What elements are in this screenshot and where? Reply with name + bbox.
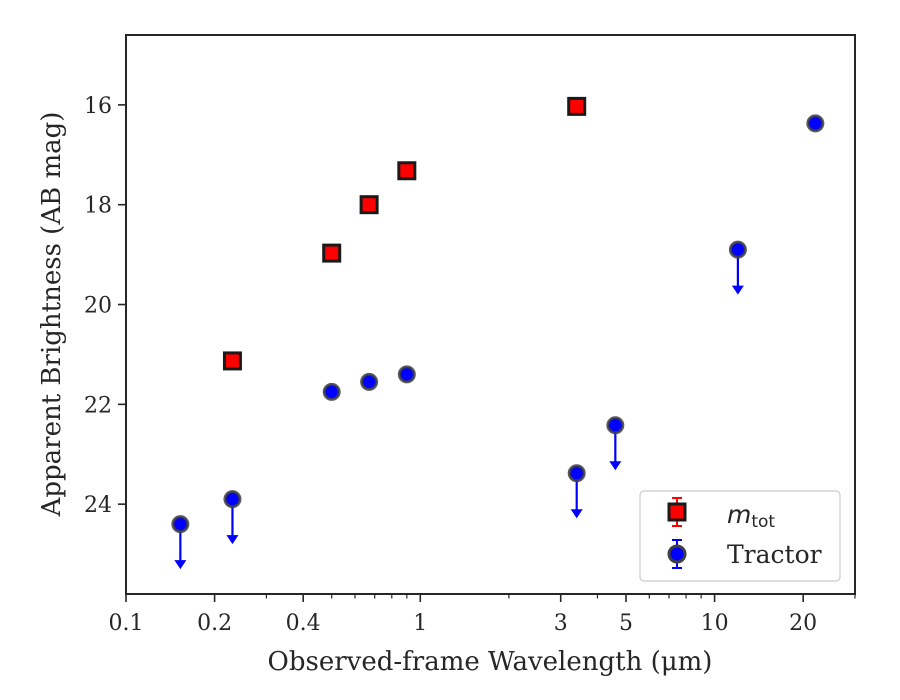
marks-layer: [171, 96, 825, 570]
x-tick-label-4: 3: [554, 611, 568, 636]
x-tick-label-6: 10: [701, 611, 729, 636]
legend: mtot Tractor: [639, 490, 841, 582]
legend-entry-mtot: mtot: [667, 497, 775, 532]
legend-box: [639, 490, 841, 582]
tractor-limit-arrow-6: [609, 461, 622, 471]
x-tick-label-0: 0.1: [109, 611, 144, 636]
x-tick-label-1: 0.2: [197, 611, 232, 636]
legend-entry-tractor: Tractor: [667, 539, 822, 569]
x-tick-label-5: 5: [619, 611, 633, 636]
m-tot-point-3: [397, 161, 417, 181]
y-tick-label-3: 22: [84, 393, 112, 418]
x-tick-label-3: 1: [413, 611, 427, 636]
m-tot-point-4: [567, 96, 587, 116]
m-tot-point-0: [222, 351, 242, 371]
legend-mtot-square-marker: [667, 502, 687, 522]
y-tick-label-0: 16: [84, 94, 112, 119]
m-tot-point-2: [359, 195, 379, 215]
x-axis-label: Observed-frame Wavelength (μm): [268, 647, 713, 677]
m-tot-point-1: [322, 243, 342, 263]
y-tick-label-4: 24: [84, 493, 112, 518]
ticks-layer: 0.1 0.2 0.4 1 3 5 10 20 16 18 20 22 24: [84, 94, 856, 636]
y-axis-label: Apparent Brightness (AB mag): [37, 112, 67, 518]
y-tick-label-2: 20: [84, 294, 112, 319]
tractor-limit-arrow-1: [226, 535, 239, 545]
x-tick-label-7: 20: [789, 611, 817, 636]
plot-frame: [125, 34, 856, 595]
legend-tractor-circle-marker: [667, 544, 687, 564]
x-tick-label-2: 0.4: [286, 611, 321, 636]
tractor-limit-arrow-0: [174, 560, 187, 570]
tractor-limit-arrow-5: [570, 509, 583, 519]
legend-tractor-label: Tractor: [727, 540, 822, 569]
legend-mtot-label: mtot: [727, 500, 775, 532]
tractor-limit-arrow-7: [731, 285, 744, 295]
y-tick-label-1: 18: [84, 194, 112, 219]
